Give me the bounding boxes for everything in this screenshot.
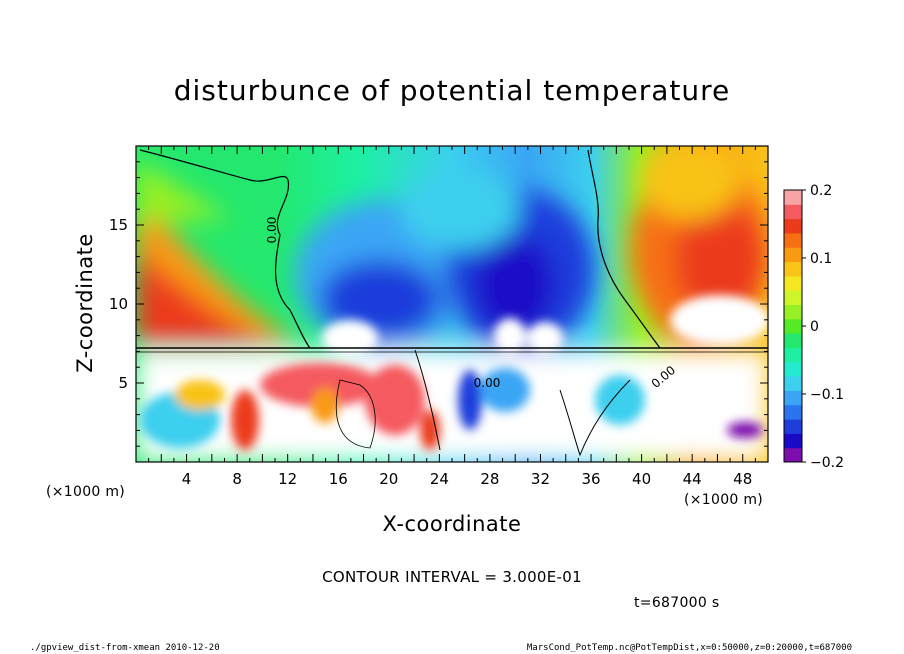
x-unit-right: (×1000 m) [684, 492, 764, 508]
colorbar-swatch [784, 376, 802, 391]
footer-left: ./gpview_dist-from-xmean 2010-12-20 [30, 643, 220, 653]
colorbar-swatch [784, 247, 802, 263]
colorbar-swatch [784, 333, 802, 348]
x-tick-label: 8 [232, 470, 242, 488]
colorbar-tick-label: −0.1 [810, 387, 844, 403]
x-tick-label: 24 [430, 470, 449, 488]
contour-label: 0.00 [474, 376, 501, 390]
contour-label: 0.00 [265, 217, 279, 244]
footer-right: MarsCond_PotTemp.nc@PotTempDist,x=0:5000… [526, 643, 852, 653]
chart-title: disturbunce of potential temperature [173, 74, 731, 107]
colorbar-swatch [784, 275, 802, 291]
x-tick-label: 40 [632, 470, 651, 488]
y-tick-label: 10 [109, 295, 128, 313]
x-tick-label: 4 [182, 470, 192, 488]
colorbar-swatch [784, 447, 802, 463]
colorbar-swatch [784, 190, 802, 205]
colorbar-swatch [784, 261, 802, 277]
colorbar-swatch [784, 419, 802, 434]
colorbar-tick-label: 0 [810, 319, 819, 335]
x-tick-label: 16 [329, 470, 348, 488]
colorbar-swatch [784, 218, 802, 234]
colorbar-swatch [784, 318, 802, 334]
x-unit-left: (×1000 m) [46, 484, 126, 500]
x-tick-label: 20 [379, 470, 398, 488]
colorbar-swatch [784, 232, 802, 248]
colorbar-swatch [784, 347, 802, 363]
x-tick-label: 32 [531, 470, 550, 488]
colorbar-swatch [784, 390, 802, 406]
colorbar-swatch [784, 204, 802, 220]
x-tick-label: 48 [733, 470, 752, 488]
colorbar-tick-label: 0.2 [810, 183, 832, 199]
contour-interval: CONTOUR INTERVAL = 3.000E-01 [322, 568, 582, 586]
time-label: t=687000 s [634, 595, 720, 611]
y-tick-label: 5 [118, 374, 128, 392]
heatmap-field: 0.00 0.00 0.00 [136, 146, 768, 462]
x-tick-label: 12 [278, 470, 297, 488]
colorbar-tick-label: −0.2 [810, 455, 844, 471]
x-axis: 4 8 12 16 20 24 28 32 36 40 44 48 [148, 146, 756, 488]
x-tick-label: 28 [480, 470, 499, 488]
colorbar-swatch [784, 290, 802, 306]
x-tick-label: 44 [683, 470, 702, 488]
y-axis: 5 10 15 [109, 161, 768, 447]
colorbar-swatch [784, 361, 802, 377]
x-tick-label: 36 [581, 470, 600, 488]
colorbar-swatch [784, 404, 802, 420]
colorbar-swatch [784, 433, 802, 449]
colorbar: −0.2 −0.1 0 0.1 0.2 [783, 183, 844, 471]
y-axis-label: Z-coordinate [73, 233, 97, 373]
colorbar-tick-label: 0.1 [810, 251, 832, 267]
y-tick-label: 15 [109, 216, 128, 234]
colorbar-swatch [784, 304, 802, 320]
x-axis-label: X-coordinate [382, 512, 522, 536]
